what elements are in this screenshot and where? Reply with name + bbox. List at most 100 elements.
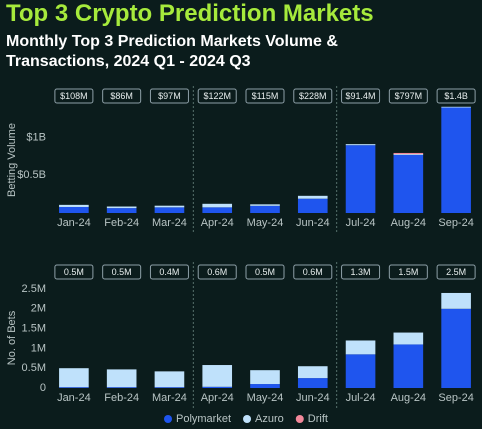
label-box — [197, 88, 237, 104]
bar-segment — [202, 207, 233, 213]
bar-segment — [59, 368, 89, 388]
y-tick-label: 1M — [31, 342, 46, 354]
bar-segment — [59, 204, 89, 207]
x-tick-label: Jan-24 — [57, 392, 91, 404]
total-label: $228M — [293, 88, 333, 104]
label-box — [102, 264, 142, 280]
label-box — [102, 88, 142, 104]
label-box — [54, 88, 94, 104]
bar-segment — [250, 370, 280, 385]
total-label: $108M — [54, 88, 94, 104]
y-tick-label: 2.5M — [22, 283, 46, 295]
label-box — [293, 264, 333, 280]
x-tick-label: Mar-24 — [152, 217, 187, 229]
bar-segment — [154, 371, 185, 388]
bar-segment — [393, 344, 424, 388]
label-box — [436, 264, 476, 280]
total-label-text: 1.5M — [398, 267, 418, 277]
total-label: $1.4B — [436, 88, 476, 104]
bar-segment — [441, 308, 471, 388]
total-label: $91.4M — [341, 88, 381, 104]
x-tick-label: Jun-24 — [296, 392, 330, 404]
x-tick-label: Jul-24 — [346, 217, 376, 229]
total-label-text: 0.4M — [159, 267, 179, 277]
total-label-text: 0.5M — [255, 267, 275, 277]
label-box — [341, 88, 381, 104]
bar-segment — [202, 365, 233, 387]
bar-segment — [441, 292, 471, 309]
y-tick-label: $0.5B — [17, 169, 46, 181]
y-axis-label: No. of Bets — [6, 310, 18, 365]
bar-segment — [297, 378, 328, 388]
total-label: 1.3M — [341, 264, 381, 280]
bar-segment — [106, 206, 137, 209]
bar-segment — [106, 208, 137, 213]
total-label: 2.5M — [436, 264, 476, 280]
x-tick-label: Jun-24 — [296, 217, 330, 229]
total-label-text: $115M — [252, 91, 279, 101]
total-label-text: $797M — [395, 91, 423, 101]
total-label: 1.5M — [388, 264, 428, 280]
bar-segment — [297, 366, 328, 379]
x-tick-label: Jan-24 — [57, 217, 91, 229]
total-label: 0.5M — [54, 264, 94, 280]
label-box — [245, 264, 285, 280]
title: Top 3 Crypto Prediction Markets — [6, 0, 374, 27]
bar-segment — [441, 107, 471, 213]
bar-segment — [202, 386, 233, 388]
bar-segment — [345, 145, 376, 213]
bar-segment — [250, 204, 280, 206]
bar-segment — [154, 387, 185, 388]
y-tick-label: 0.5M — [22, 362, 46, 374]
bar-segment — [154, 205, 185, 208]
label-box — [54, 264, 94, 280]
total-label-text: $86M — [110, 91, 133, 101]
x-tick-label: Aug-24 — [391, 217, 426, 229]
total-label: $86M — [102, 88, 142, 104]
legend-marker — [164, 415, 172, 423]
total-label-text: 1.3M — [351, 267, 371, 277]
bar-segment — [393, 154, 424, 155]
total-label: $797M — [388, 88, 428, 104]
total-label: $97M — [149, 88, 189, 104]
legend-label: Azuro — [255, 413, 284, 425]
x-tick-label: Jul-24 — [346, 392, 376, 404]
y-axis-label: Betting Volume — [6, 123, 18, 197]
total-label: 0.6M — [293, 264, 333, 280]
total-label-text: $122M — [203, 91, 231, 101]
bar-segment — [59, 387, 89, 388]
total-label: 0.4M — [149, 264, 189, 280]
x-tick-label: Apr-24 — [201, 392, 234, 404]
bar-segment — [59, 206, 89, 213]
total-label-text: $1.4B — [444, 91, 468, 101]
total-label-text: 0.5M — [64, 267, 84, 277]
bar-segment — [345, 144, 376, 146]
label-box — [341, 264, 381, 280]
total-label-text: 0.5M — [112, 267, 132, 277]
x-tick-label: Mar-24 — [152, 392, 187, 404]
label-box — [149, 88, 189, 104]
x-tick-label: May-24 — [247, 392, 284, 404]
x-tick-label: Sep-24 — [438, 392, 473, 404]
bar-segment — [441, 106, 471, 108]
total-label-text: 0.6M — [303, 267, 323, 277]
legend-label: Drift — [308, 413, 328, 425]
bar-segment — [393, 154, 424, 213]
bar-segment — [202, 203, 233, 208]
bar-segment — [297, 195, 328, 199]
label-box — [293, 88, 333, 104]
total-label-text: $228M — [299, 91, 327, 101]
bar-segment — [345, 354, 376, 388]
x-tick-label: May-24 — [247, 217, 284, 229]
bar-segment — [393, 332, 424, 345]
x-tick-label: Feb-24 — [104, 217, 139, 229]
label-box — [436, 88, 476, 104]
label-box — [149, 264, 189, 280]
total-label: 0.5M — [102, 264, 142, 280]
y-tick-label: 2M — [31, 303, 46, 315]
total-label-text: $91.4M — [346, 91, 376, 101]
total-label-text: $108M — [60, 91, 88, 101]
bar-segment — [154, 207, 185, 213]
x-tick-label: Apr-24 — [201, 217, 234, 229]
total-label: 0.6M — [197, 264, 237, 280]
